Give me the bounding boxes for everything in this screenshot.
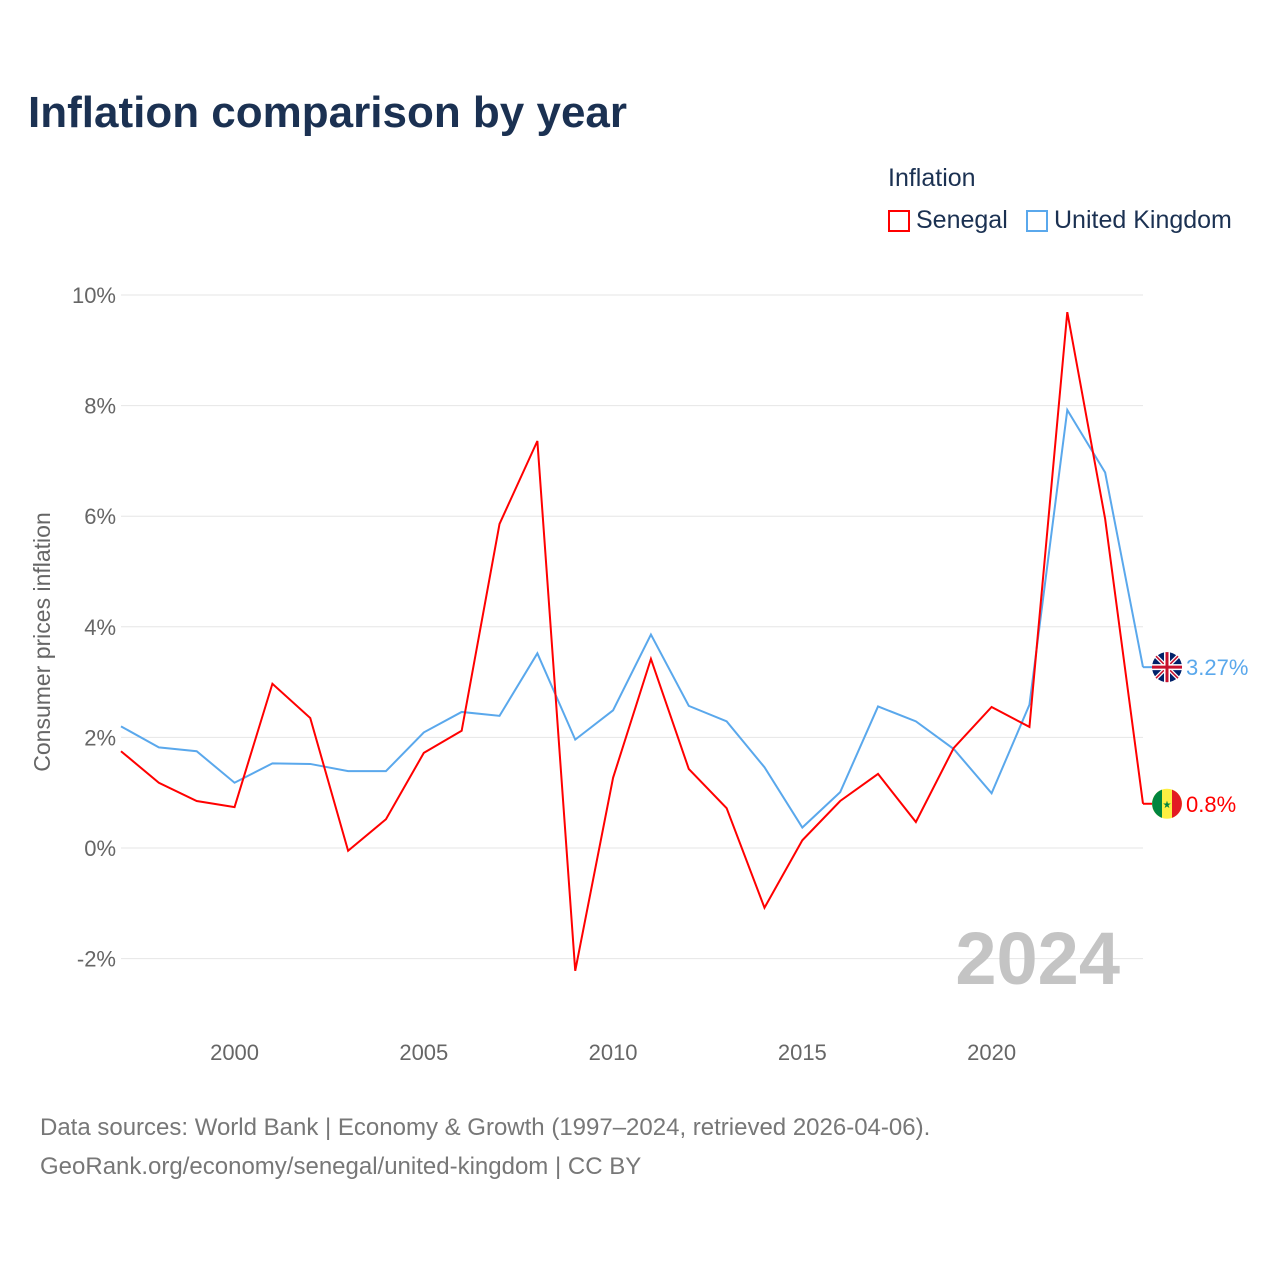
- legend-swatch: [888, 209, 910, 232]
- y-tick-label: 0%: [84, 836, 116, 861]
- x-tick-label: 2005: [399, 1040, 448, 1065]
- series-line-united-kingdom: [120, 407, 1144, 830]
- legend-label: United Kingdom: [1054, 206, 1232, 234]
- x-tick-label: 2020: [967, 1040, 1016, 1065]
- flag-red: [1172, 789, 1182, 818]
- legend-label: Senegal: [916, 206, 1008, 234]
- legend-title: Inflation: [888, 164, 976, 192]
- y-tick-label: 8%: [84, 394, 116, 419]
- x-tick-label: 2010: [589, 1040, 638, 1065]
- footer: Data sources: World Bank | Economy & Gro…: [40, 1108, 930, 1186]
- x-tick-label: 2015: [778, 1040, 827, 1065]
- chart-title: Inflation comparison by year: [28, 88, 628, 137]
- flag-green: [1152, 789, 1162, 818]
- flag-star: ★: [1163, 800, 1172, 811]
- y-axis-label: Consumer prices inflation: [29, 512, 55, 772]
- end-value-label: 3.27%: [1186, 655, 1248, 680]
- y-tick-label: 4%: [84, 615, 116, 640]
- end-value-label: 0.8%: [1186, 792, 1236, 817]
- y-tick-label: 6%: [84, 504, 116, 529]
- flag-cross-red: [1152, 652, 1182, 683]
- y-tick-label: 2%: [84, 725, 116, 750]
- source-link[interactable]: GeoRank.org/economy/senegal/united-kingd…: [40, 1153, 642, 1180]
- legend-swatch: [1026, 209, 1048, 232]
- legend-item-united-kingdom[interactable]: United Kingdom: [1026, 206, 1232, 235]
- y-tick-label: -2%: [77, 947, 116, 972]
- y-tick-label: 10%: [72, 283, 116, 308]
- legend-item-senegal[interactable]: Senegal: [888, 206, 1008, 235]
- x-tick-label: 2000: [210, 1040, 259, 1065]
- data-source: Data sources: World Bank | Economy & Gro…: [40, 1114, 931, 1141]
- series-line-senegal: [120, 311, 1144, 971]
- year-watermark: 2024: [955, 917, 1120, 1000]
